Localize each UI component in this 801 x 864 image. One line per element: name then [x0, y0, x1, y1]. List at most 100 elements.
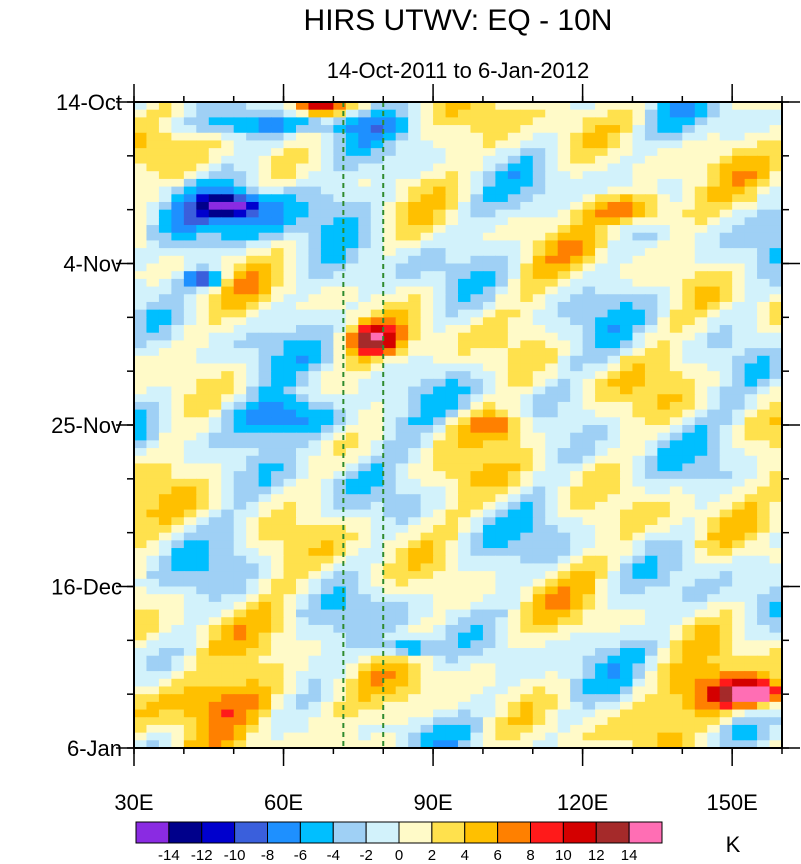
heatmap-cell	[258, 724, 272, 734]
heatmap-cell	[682, 440, 696, 449]
heatmap-cell	[258, 532, 272, 541]
heatmap-cell	[607, 117, 621, 126]
heatmap-cell	[707, 724, 721, 734]
heatmap-cell	[345, 140, 359, 149]
heatmap-cell	[208, 486, 222, 495]
heatmap-cell	[458, 409, 472, 418]
heatmap-cell	[545, 217, 559, 226]
heatmap-cell	[557, 709, 571, 718]
heatmap-cell	[582, 671, 596, 680]
heatmap-cell	[345, 178, 359, 188]
heatmap-cell	[632, 578, 646, 588]
heatmap-cell	[669, 378, 683, 388]
heatmap-cell	[482, 225, 496, 234]
heatmap-cell	[283, 171, 297, 180]
heatmap-cell	[744, 140, 758, 149]
heatmap-cell	[582, 194, 596, 203]
heatmap-cell	[408, 455, 422, 465]
heatmap-cell	[732, 301, 746, 311]
heatmap-cell	[757, 663, 771, 672]
heatmap-cell	[208, 140, 222, 149]
heatmap-cell	[694, 594, 708, 603]
heatmap-cell	[669, 640, 683, 649]
heatmap-cell	[445, 232, 459, 242]
heatmap-cell	[246, 340, 260, 349]
heatmap-cell	[445, 263, 459, 272]
heatmap-cell	[370, 232, 384, 242]
heatmap-cell	[632, 163, 646, 172]
heatmap-cell	[557, 555, 571, 565]
heatmap-cell	[420, 394, 434, 403]
heatmap-cell	[458, 217, 472, 226]
heatmap-cell	[296, 432, 310, 441]
heatmap-cell	[383, 125, 397, 134]
heatmap-cell	[557, 301, 571, 311]
heatmap-cell	[669, 294, 683, 303]
heatmap-cell	[383, 494, 397, 503]
heatmap-cell	[545, 186, 559, 195]
heatmap-cell	[744, 325, 758, 334]
heatmap-cell	[707, 563, 721, 572]
heatmap-cell	[320, 401, 334, 411]
heatmap-cell	[769, 671, 783, 680]
heatmap-cell	[196, 125, 210, 134]
heatmap-cell	[694, 363, 708, 372]
heatmap-cell	[682, 263, 696, 272]
heatmap-cell	[134, 232, 148, 242]
heatmap-cell	[644, 532, 658, 541]
heatmap-cell	[744, 678, 758, 688]
heatmap-cell	[458, 263, 472, 272]
heatmap-cell	[607, 271, 621, 280]
heatmap-cell	[732, 740, 746, 749]
heatmap-cell	[370, 440, 384, 449]
heatmap-cell	[383, 148, 397, 157]
heatmap-cell	[719, 648, 733, 657]
heatmap-cell	[707, 701, 721, 711]
heatmap-cell	[570, 563, 584, 572]
heatmap-cell	[370, 163, 384, 172]
heatmap-cell	[719, 378, 733, 388]
heatmap-cell	[233, 740, 247, 749]
heatmap-cell	[221, 648, 235, 657]
heatmap-cell	[246, 532, 260, 541]
heatmap-cell	[208, 309, 222, 318]
heatmap-cell	[383, 417, 397, 426]
heatmap-cell	[345, 301, 359, 311]
heatmap-cell	[258, 425, 272, 434]
heatmap-cell	[595, 617, 609, 626]
heatmap-cell	[433, 363, 447, 372]
heatmap-cell	[320, 155, 334, 165]
colorbar-label: -6	[294, 847, 307, 864]
heatmap-cell	[620, 163, 634, 172]
heatmap-cell	[408, 532, 422, 541]
heatmap-cell	[296, 301, 310, 311]
heatmap-cell	[732, 309, 746, 318]
heatmap-cell	[570, 225, 584, 234]
heatmap-cell	[570, 340, 584, 349]
heatmap-cell	[296, 317, 310, 326]
heatmap-cell	[632, 117, 646, 126]
heatmap-cell	[495, 271, 509, 280]
heatmap-cell	[582, 501, 596, 511]
heatmap-cell	[719, 340, 733, 349]
heatmap-cell	[296, 194, 310, 203]
heatmap-cell	[595, 102, 609, 111]
heatmap-cell	[333, 394, 347, 403]
heatmap-cell	[482, 501, 496, 511]
heatmap-cell	[570, 394, 584, 403]
heatmap-cell	[694, 455, 708, 465]
heatmap-cell	[744, 348, 758, 357]
heatmap-cell	[408, 701, 422, 711]
heatmap-cell	[345, 378, 359, 388]
heatmap-cell	[320, 594, 334, 603]
heatmap-cell	[495, 240, 509, 249]
heatmap-cell	[358, 309, 372, 318]
heatmap-cell	[345, 248, 359, 257]
heatmap-cell	[744, 186, 758, 195]
heatmap-cell	[607, 694, 621, 703]
heatmap-cell	[520, 309, 534, 318]
heatmap-cell	[271, 701, 285, 711]
heatmap-cell	[370, 686, 384, 695]
heatmap-cell	[308, 148, 322, 157]
heatmap-cell	[644, 455, 658, 465]
